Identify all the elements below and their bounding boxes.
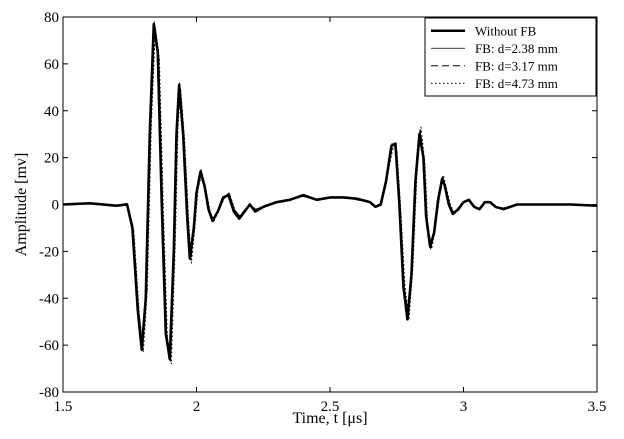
series-layer	[62, 21, 598, 365]
y-tick-label: 60	[44, 57, 59, 73]
x-tick-label: 1.5	[54, 399, 73, 415]
legend: Without FB FB: d=2.38 mm FB: d=3.17 mm FB: …	[424, 17, 597, 97]
y-tick-labels: -80 -60 -40 -20 0 20 40 60 80	[39, 10, 59, 401]
legend-item: FB: d=3.17 mm	[431, 58, 558, 73]
y-tick-label: -40	[39, 291, 59, 307]
y-axis-label: Amplitude [mv]	[13, 153, 30, 257]
x-tick-labels: 1.5 2 2.5 3 3.5	[54, 399, 607, 415]
x-tick-label: 3.5	[588, 399, 607, 415]
y-tick-label: -80	[39, 385, 59, 401]
series-line-1	[62, 22, 598, 361]
y-tick-label: 80	[44, 10, 59, 26]
y-tick-label: 40	[44, 104, 59, 120]
legend-label: FB: d=3.17 mm	[475, 58, 558, 73]
legend-item: Without FB	[431, 23, 537, 38]
legend-label: FB: d=4.73 mm	[475, 76, 558, 91]
x-tick-label: 3	[460, 399, 468, 415]
x-tick-label: 2	[193, 399, 201, 415]
axis-ticks	[62, 16, 598, 393]
legend-label: Without FB	[475, 23, 537, 38]
y-tick-label: -20	[39, 244, 59, 260]
legend-item: FB: d=4.73 mm	[431, 76, 558, 91]
legend-label: FB: d=2.38 mm	[475, 41, 558, 56]
y-tick-label: 20	[44, 151, 59, 167]
legend-item: FB: d=2.38 mm	[431, 41, 558, 56]
y-tick-label: -60	[39, 338, 59, 354]
x-tick-label: 2.5	[321, 399, 340, 415]
x-axis-label: Time, t [μs]	[292, 410, 367, 427]
y-tick-label: 0	[52, 198, 60, 214]
legend-items: Without FB FB: d=2.38 mm FB: d=3.17 mm FB: …	[431, 23, 558, 91]
